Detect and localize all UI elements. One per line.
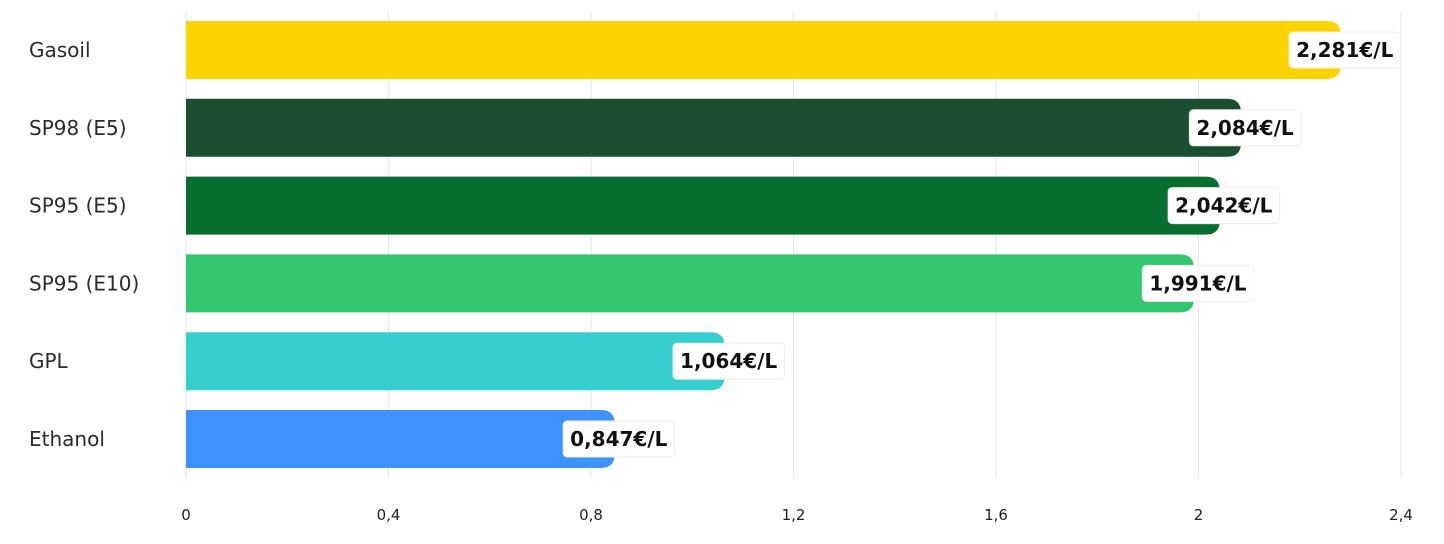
value-label-badge xyxy=(1141,264,1255,302)
value-label-badge xyxy=(562,420,676,458)
category-label: SP95 (E10) xyxy=(29,271,139,295)
category-label: SP98 (E5) xyxy=(29,116,127,140)
gridlines xyxy=(185,12,1402,478)
value-label: 1,991€/L xyxy=(1141,264,1255,302)
value-label-text: 2,042€/L xyxy=(1175,194,1272,218)
category-label: Ethanol xyxy=(29,427,105,451)
value-label-badge xyxy=(1167,187,1281,225)
value-labels: 2,281€/L 2,084€/L 2,042€/L 1,991€/L 1,064€/L… xyxy=(562,31,1402,458)
x-tick-label: 0,8 xyxy=(579,506,603,524)
category-label: GPL xyxy=(29,349,69,373)
bar xyxy=(186,98,1242,157)
value-label: 2,042€/L xyxy=(1167,187,1281,225)
value-label-text: 1,064€/L xyxy=(680,349,777,373)
value-label: 1,064€/L xyxy=(672,342,786,380)
value-label-badge xyxy=(1288,31,1402,69)
x-tick-label: 2 xyxy=(1194,506,1204,524)
category-label: Gasoil xyxy=(29,38,91,62)
x-tick-label: 0 xyxy=(181,506,191,524)
bar xyxy=(186,21,1341,79)
value-label-text: 2,084€/L xyxy=(1196,116,1293,140)
bars xyxy=(186,21,1341,468)
x-tick-label: 1,6 xyxy=(984,506,1008,524)
value-label-text: 0,847€/L xyxy=(570,427,667,451)
bar xyxy=(186,254,1194,313)
value-label-text: 2,281€/L xyxy=(1296,38,1393,62)
value-label-text: 1,991€/L xyxy=(1149,271,1246,295)
x-tick-label: 2,4 xyxy=(1389,506,1413,524)
value-label: 2,084€/L xyxy=(1188,109,1302,147)
value-label-badge xyxy=(672,342,786,380)
x-tick-label: 1,2 xyxy=(782,506,806,524)
value-label-badge xyxy=(1188,109,1302,147)
bar xyxy=(186,332,725,391)
category-labels: Gasoil SP98 (E5) SP95 (E5) SP95 (E10) GPL Eth… xyxy=(29,38,139,451)
value-label: 2,281€/L xyxy=(1288,31,1402,69)
bar xyxy=(186,176,1220,235)
x-axis-tick-labels: 0 0,4 0,8 1,2 1,6 2 2,4 xyxy=(181,506,1413,524)
bar xyxy=(186,410,615,468)
value-label: 0,847€/L xyxy=(562,420,676,458)
category-label: SP95 (E5) xyxy=(29,194,127,218)
x-tick-label: 0,4 xyxy=(377,506,401,524)
